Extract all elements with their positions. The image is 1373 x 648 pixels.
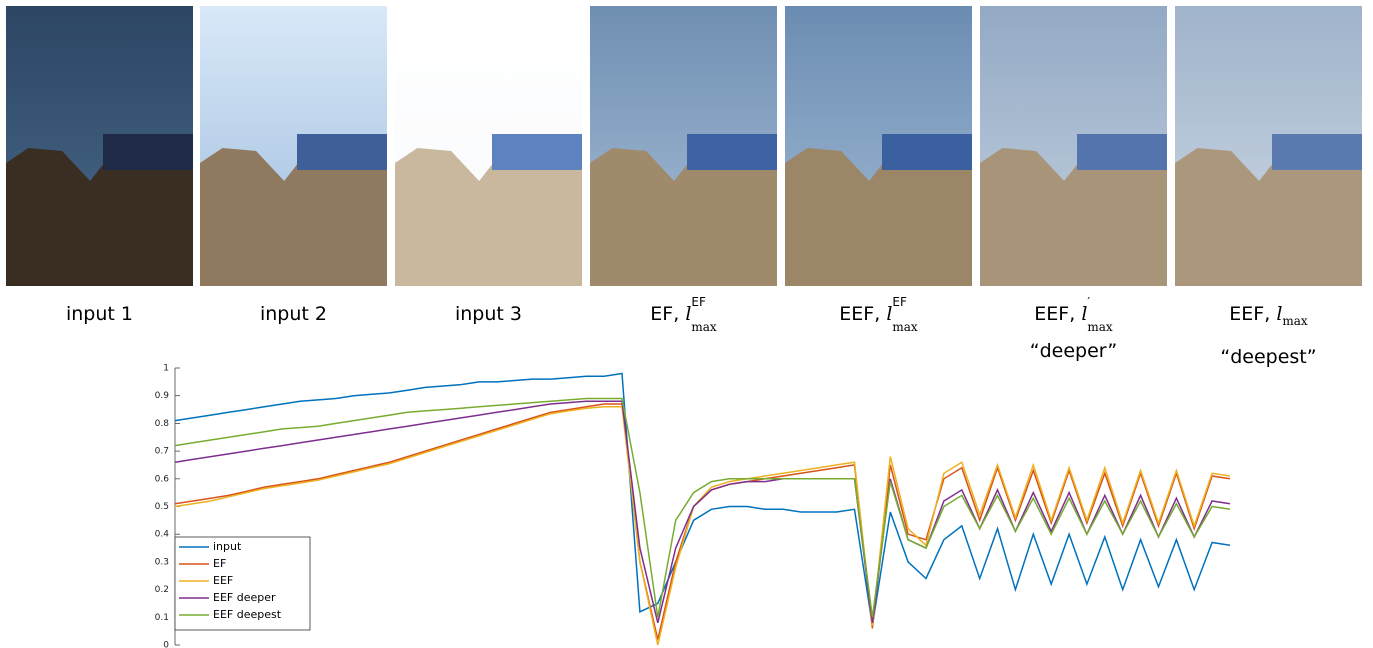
legend-label: EF xyxy=(213,557,226,570)
caption: input 3 xyxy=(395,296,582,332)
legend-label: EEF xyxy=(213,574,233,587)
caption-line: EEF, lmax xyxy=(1175,296,1362,339)
photo xyxy=(1175,6,1362,286)
photo xyxy=(980,6,1167,286)
roof xyxy=(1272,134,1362,170)
y-tick-label: 0.4 xyxy=(155,530,170,540)
superscript: ′ xyxy=(1087,295,1091,310)
caption-text: EEF, xyxy=(1034,303,1076,325)
building xyxy=(6,148,193,286)
math-symbol: l xyxy=(685,303,692,325)
building xyxy=(980,148,1167,286)
building xyxy=(785,148,972,286)
y-tick-label: 0.9 xyxy=(155,391,170,401)
caption-line: EEF, l′ max xyxy=(980,296,1167,332)
y-tick-label: 0.2 xyxy=(155,585,169,595)
y-tick-label: 0.6 xyxy=(155,474,170,484)
superscript: EF xyxy=(892,295,907,310)
series-line xyxy=(174,400,1231,623)
photo xyxy=(6,6,193,286)
roof xyxy=(1077,134,1167,170)
math-symbol: l xyxy=(1276,303,1283,325)
y-tick-label: 0.3 xyxy=(155,557,169,567)
y-tick-label: 0.1 xyxy=(155,613,169,623)
series-line xyxy=(174,406,1231,646)
series-line xyxy=(174,403,1231,640)
photo xyxy=(200,6,387,286)
building xyxy=(1175,148,1362,286)
caption-line: input 1 xyxy=(6,296,193,332)
math-scripts: ′ max xyxy=(1087,296,1112,332)
photo xyxy=(590,6,777,286)
roof xyxy=(687,134,777,170)
series-line xyxy=(174,397,1231,618)
series-line xyxy=(174,372,1231,626)
caption: input 2 xyxy=(200,296,387,332)
caption-text: input 1 xyxy=(65,303,133,325)
legend: input EF EEF EEF deeper EEF deepest xyxy=(174,536,311,631)
superscript: EF xyxy=(691,295,706,310)
caption-line: input 2 xyxy=(200,296,387,332)
caption-text: EEF, xyxy=(1229,303,1271,325)
caption: EEF, lmax “deepest” xyxy=(1175,296,1362,375)
building xyxy=(395,148,582,286)
math-symbol: l xyxy=(886,303,893,325)
photo xyxy=(395,6,582,286)
math-scripts: EF max xyxy=(691,296,716,332)
math-symbol: l xyxy=(1081,303,1088,325)
caption-line: EEF, lEF max xyxy=(785,296,972,332)
caption-text: input 2 xyxy=(259,303,327,325)
caption-note: “deepest” xyxy=(1220,345,1317,368)
building xyxy=(590,148,777,286)
caption-text: EF, xyxy=(650,303,680,325)
photo xyxy=(785,6,972,286)
chart: 0 0.1 0.2 0.3 0.4 0.5 0.6 0.7 0.8 0.9 1 input EF EEF E… xyxy=(155,364,1231,648)
caption-text: input 3 xyxy=(454,303,522,325)
caption-text: EEF, xyxy=(839,303,881,325)
roof xyxy=(297,134,387,170)
roof xyxy=(882,134,972,170)
y-tick-label: 0.8 xyxy=(155,419,170,429)
y-tick-label: 0.7 xyxy=(155,447,169,457)
caption: input 1 xyxy=(6,296,193,332)
legend-label: input xyxy=(213,540,242,553)
subscript: max xyxy=(1282,313,1308,328)
subscript: max xyxy=(892,319,918,334)
y-tick-label: 1 xyxy=(163,364,169,374)
caption-line: EF, lEF max xyxy=(590,296,777,332)
roof xyxy=(103,134,193,170)
caption-note: “deeper” xyxy=(1029,339,1118,362)
legend-label: EEF deeper xyxy=(213,591,276,604)
subscript: max xyxy=(1087,319,1113,334)
legend-label: EEF deepest xyxy=(213,608,282,621)
caption: EEF, l′ max “deeper” xyxy=(980,296,1167,369)
roof xyxy=(492,134,582,170)
caption-line: input 3 xyxy=(395,296,582,332)
caption: EF, lEF max xyxy=(590,296,777,332)
y-tick-label: 0 xyxy=(163,641,169,648)
caption: EEF, lEF max xyxy=(785,296,972,332)
subscript: max xyxy=(691,319,717,334)
y-tick-label: 0.5 xyxy=(155,502,169,512)
math-scripts: EF max xyxy=(892,296,917,332)
building xyxy=(200,148,387,286)
